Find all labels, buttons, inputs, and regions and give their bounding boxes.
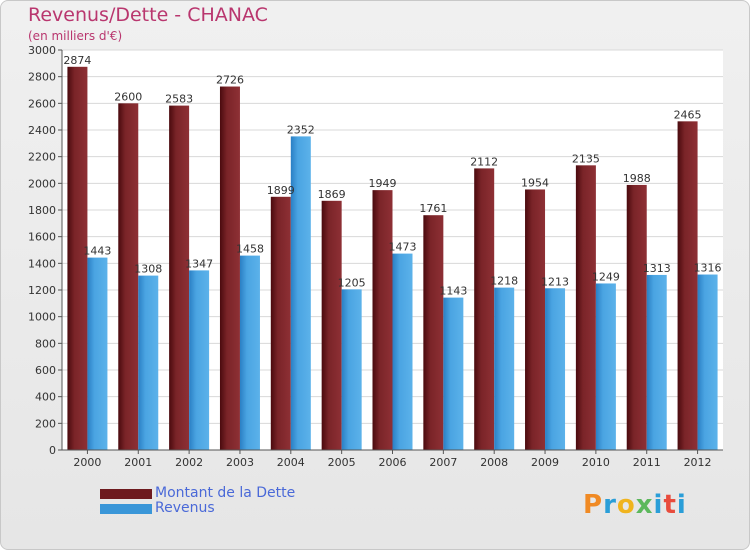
bar-debt: [372, 190, 393, 450]
x-tick-label: 2007: [429, 456, 457, 469]
data-label-revenue: 1458: [236, 243, 264, 256]
bar-revenue: [87, 257, 108, 450]
data-label-revenue: 1143: [439, 285, 467, 298]
data-label-revenue: 1308: [134, 263, 162, 276]
x-tick-label: 2005: [328, 456, 356, 469]
y-tick-label: 2400: [28, 124, 56, 137]
legend-label-debt: Montant de la Dette: [155, 485, 296, 501]
bar-debt: [626, 184, 647, 450]
x-tick-label: 2001: [124, 456, 152, 469]
legend-swatch-revenue: [100, 504, 152, 514]
logo-letter: r: [603, 490, 617, 520]
bar-debt: [321, 200, 342, 450]
bar-revenue: [545, 288, 566, 450]
data-label-debt: 1954: [521, 176, 549, 189]
bar-revenue: [697, 274, 718, 450]
y-tick-label: 600: [35, 364, 56, 377]
y-tick-label: 400: [35, 391, 56, 404]
y-tick-label: 3000: [28, 44, 56, 57]
data-label-revenue: 2352: [287, 123, 315, 136]
y-tick-label: 1400: [28, 257, 56, 270]
bar-revenue: [239, 255, 260, 450]
x-tick-label: 2006: [379, 456, 407, 469]
legend-swatch-debt: [100, 489, 152, 499]
y-tick-label: 1000: [28, 311, 56, 324]
y-tick-label: 0: [49, 444, 56, 457]
x-tick-label: 2000: [73, 456, 101, 469]
bar-revenue: [189, 270, 210, 450]
bar-revenue: [595, 283, 616, 450]
bar-debt: [423, 215, 444, 450]
y-tick-label: 2600: [28, 97, 56, 110]
data-label-revenue: 1316: [694, 262, 722, 275]
bar-debt: [118, 103, 139, 450]
data-label-debt: 2135: [572, 152, 600, 165]
bar-revenue: [443, 297, 464, 450]
bar-debt: [270, 196, 291, 450]
logo-letter: t: [663, 490, 677, 520]
logo-letter: P: [583, 490, 604, 520]
bar-revenue: [341, 289, 362, 450]
y-tick-label: 1200: [28, 284, 56, 297]
bar-debt: [525, 189, 546, 450]
bar-debt: [169, 105, 190, 450]
chart-subtitle: (en milliers d'€): [28, 29, 123, 43]
data-label-debt: 1869: [318, 188, 346, 201]
logo-letter: o: [616, 490, 636, 520]
data-label-revenue: 1473: [389, 241, 417, 254]
y-tick-label: 2000: [28, 177, 56, 190]
bar-revenue: [138, 275, 159, 450]
data-label-debt: 2465: [674, 108, 702, 121]
bar-debt: [474, 168, 495, 450]
bar-debt: [67, 66, 88, 451]
bar-debt: [575, 165, 596, 451]
x-tick-label: 2008: [480, 456, 508, 469]
legend-label-revenue: Revenus: [155, 500, 215, 516]
x-tick-label: 2010: [582, 456, 610, 469]
y-tick-label: 1800: [28, 204, 56, 217]
bar-revenue: [392, 253, 413, 450]
x-tick-label: 2003: [226, 456, 254, 469]
x-tick-label: 2009: [531, 456, 559, 469]
proxiti-logo: Proxiti: [583, 490, 687, 520]
logo-letter: i: [676, 490, 687, 520]
y-tick-label: 800: [35, 337, 56, 350]
data-label-revenue: 1218: [490, 275, 518, 288]
data-label-debt: 1988: [623, 172, 651, 185]
data-label-debt: 2583: [165, 93, 193, 106]
bar-debt: [677, 121, 698, 450]
chart-title: Revenus/Dette - CHANAC: [28, 4, 268, 26]
x-tick-label: 2011: [633, 456, 661, 469]
data-label-revenue: 1313: [643, 262, 671, 275]
data-label-debt: 1949: [369, 177, 397, 190]
bar-revenue: [494, 287, 515, 450]
data-label-debt: 2726: [216, 74, 244, 87]
data-label-debt: 2874: [63, 54, 91, 67]
data-label-debt: 1899: [267, 184, 295, 197]
data-label-revenue: 1443: [83, 245, 111, 258]
data-label-revenue: 1249: [592, 270, 620, 283]
x-tick-label: 2004: [277, 456, 305, 469]
y-tick-label: 2200: [28, 151, 56, 164]
data-label-debt: 2112: [470, 155, 498, 168]
y-tick-label: 1600: [28, 231, 56, 244]
data-label-revenue: 1347: [185, 257, 213, 270]
bar-revenue: [646, 274, 667, 450]
bar-debt: [219, 86, 240, 451]
data-label-debt: 2600: [114, 90, 142, 103]
logo-letter: i: [653, 490, 664, 520]
y-tick-label: 2800: [28, 71, 56, 84]
data-label-revenue: 1205: [338, 276, 366, 289]
data-label-revenue: 1213: [541, 275, 569, 288]
data-label-debt: 1761: [419, 202, 447, 215]
bar-revenue: [290, 136, 311, 450]
logo-letter: x: [635, 490, 654, 520]
x-tick-label: 2012: [684, 456, 712, 469]
y-tick-label: 200: [35, 417, 56, 430]
x-tick-label: 2002: [175, 456, 203, 469]
